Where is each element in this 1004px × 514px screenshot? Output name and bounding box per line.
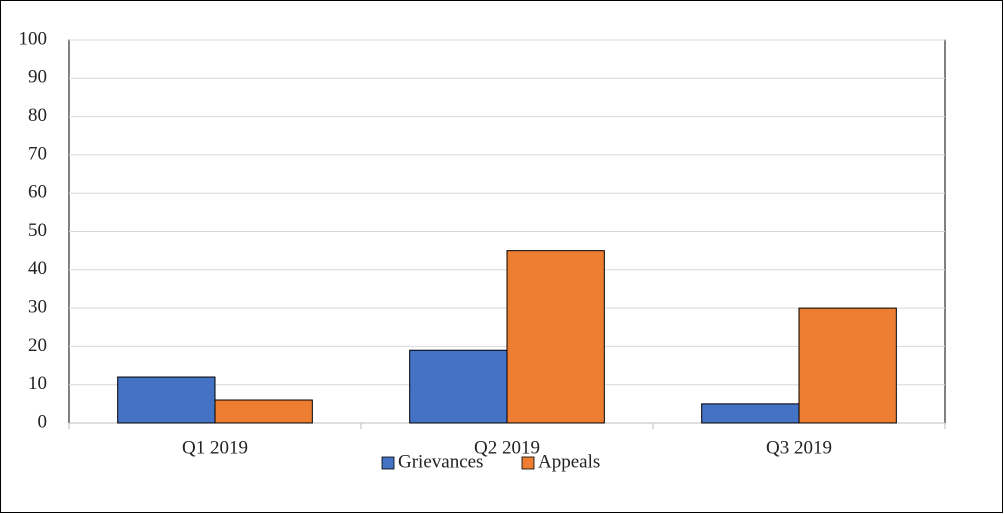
bar — [506, 250, 605, 424]
y-tick-label: 30 — [28, 296, 47, 317]
y-tick-label: 50 — [28, 220, 47, 241]
bar — [214, 399, 313, 424]
bar — [798, 307, 897, 424]
y-tick-label: 10 — [28, 373, 47, 394]
y-tick-label: 90 — [28, 67, 47, 88]
legend-swatch — [521, 456, 535, 470]
bar — [409, 349, 508, 424]
x-tick-label: Q1 2019 — [182, 437, 248, 458]
x-tick-label: Q3 2019 — [766, 437, 832, 458]
bar — [701, 403, 800, 424]
y-tick-label: 60 — [28, 182, 47, 203]
y-tick-label: 20 — [28, 335, 47, 356]
y-tick-label: 80 — [28, 105, 47, 126]
legend-label: Appeals — [538, 451, 600, 472]
y-tick-label: 100 — [19, 28, 48, 49]
legend-label: Grievances — [398, 451, 483, 472]
y-tick-label: 40 — [28, 258, 47, 279]
x-tick-label: Q2 2019 — [474, 437, 540, 458]
bar — [117, 376, 216, 424]
y-tick-label: 70 — [28, 143, 47, 164]
y-tick-label: 0 — [38, 411, 48, 432]
legend-swatch — [381, 456, 395, 470]
